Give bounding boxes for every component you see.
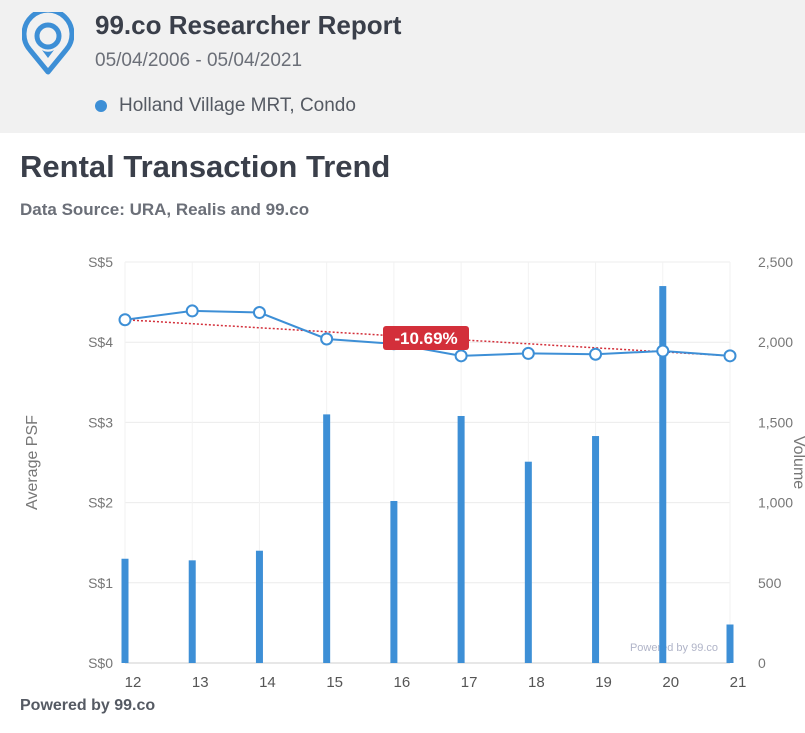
x-tick-label: 18 (528, 674, 545, 690)
volume-bar (323, 414, 331, 663)
y-left-tick-label: S$1 (88, 575, 113, 591)
map-pin-logo-icon (22, 12, 74, 75)
psf-point (723, 349, 737, 363)
y-right-axis-label: Volume (790, 436, 805, 489)
psf-point (252, 306, 266, 320)
report-header: 99.co Researcher Report 05/04/2006 - 05/… (0, 0, 805, 133)
report-title: 99.co Researcher Report (95, 10, 402, 40)
volume-bar (524, 461, 532, 663)
y-right-tick-label: 500 (758, 575, 782, 591)
x-tick-label: 17 (461, 674, 478, 690)
legend-item: Holland Village MRT, Condo (95, 95, 356, 117)
x-tick-label: 13 (192, 674, 209, 690)
legend-dot (95, 100, 107, 112)
y-left-tick-label: S$3 (88, 414, 113, 430)
rental-trend-chart: S$0 0 S$1 500 S$2 1,000 S$3 1,500 S$4 2,000 S$5 2,5… (24, 254, 805, 690)
y-right-tick-label: 2,000 (758, 334, 793, 350)
y-right-tick-label: 1,500 (758, 414, 793, 430)
x-tick-label: 15 (326, 674, 343, 690)
y-left-tick-label: S$0 (88, 655, 113, 671)
y-right-tick-label: 2,500 (758, 254, 793, 270)
y-right-tick-label: 0 (758, 655, 766, 671)
x-tick-label: 21 (730, 674, 747, 690)
psf-point (589, 347, 603, 361)
change-badge-label: -10.69% (394, 329, 457, 348)
x-tick-label: 12 (125, 674, 142, 690)
volume-bar (592, 436, 600, 663)
volume-bar (457, 415, 465, 663)
volume-bar (121, 558, 129, 663)
date-range: 05/04/2006 - 05/04/2021 (95, 50, 303, 71)
x-tick-label: 16 (394, 674, 411, 690)
psf-point (454, 349, 468, 363)
chart-watermark: Powered by 99.co (630, 642, 718, 654)
change-badge (383, 326, 469, 350)
trend-line (124, 318, 731, 357)
y-right-tick-label: 1,000 (758, 495, 793, 511)
psf-point (656, 344, 670, 358)
x-tick-label: 20 (662, 674, 679, 690)
y-left-axis-label: Average PSF (24, 415, 41, 510)
chart-title: Rental Transaction Trend (20, 149, 391, 184)
y-left-tick-label: S$5 (88, 254, 113, 270)
x-tick-label: 14 (259, 674, 276, 690)
volume-bar (390, 500, 398, 663)
y-left-tick-label: S$4 (88, 334, 113, 350)
powered-by-footer: Powered by 99.co (20, 697, 156, 714)
psf-point (118, 313, 132, 327)
legend-label: Holland Village MRT, Condo (119, 95, 356, 116)
data-source: Data Source: URA, Realis and 99.co (20, 200, 310, 219)
x-tick-label: 19 (595, 674, 612, 690)
volume-bar (255, 550, 263, 663)
psf-point (185, 304, 199, 318)
psf-point (521, 346, 535, 360)
psf-point (320, 332, 334, 346)
volume-bar (726, 624, 734, 663)
y-left-tick-label: S$2 (88, 495, 113, 511)
volume-bar (188, 560, 196, 663)
volume-bar (659, 286, 667, 663)
